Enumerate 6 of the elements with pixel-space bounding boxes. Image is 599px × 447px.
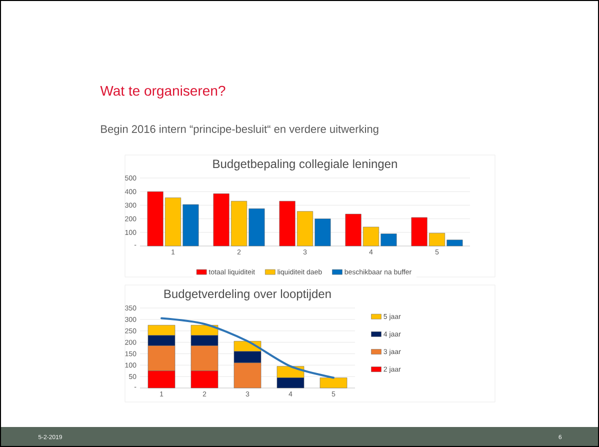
chart-title: Budgetverdeling over looptijden bbox=[164, 289, 331, 300]
line-series bbox=[160, 317, 334, 379]
text: Begin 2016 intern “principe-besluit“ en verdere uitwerking bbox=[101, 124, 378, 136]
bar bbox=[320, 378, 348, 388]
chart-title: Budgetbepaling collegiale leningen bbox=[213, 159, 397, 170]
text: Wat te organiseren? bbox=[100, 85, 226, 99]
